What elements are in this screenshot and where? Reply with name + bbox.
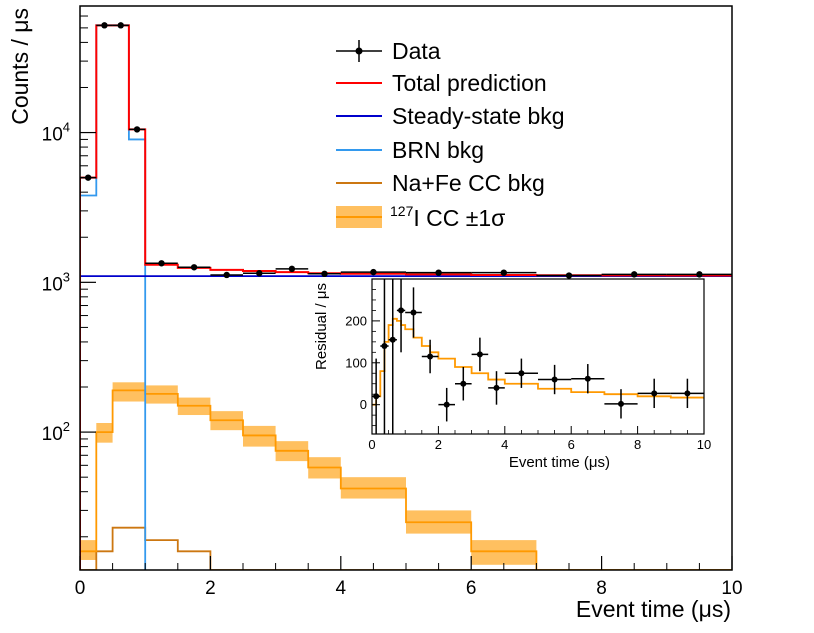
main-data-point <box>210 271 243 279</box>
iodine-series-line <box>80 389 732 570</box>
inset-x-tick-label: 10 <box>697 437 711 452</box>
inset-y-axis-title: Residual / μs <box>313 283 330 370</box>
inset-data-point <box>380 279 389 434</box>
inset-x-tick-label: 6 <box>568 437 575 452</box>
legend-entry-steady-state: Steady-state bkg <box>336 103 565 129</box>
main-data-point <box>96 22 113 29</box>
main-x-tick-label: 4 <box>336 578 347 599</box>
legend-label-iodine-cc: 127I CC ±1σ <box>390 203 505 231</box>
main-y-tick-label: 102 <box>42 419 70 445</box>
main-y-axis-title: Counts / μs <box>7 8 33 125</box>
inset-data-points <box>372 279 704 434</box>
main-y-tick-label: 104 <box>42 120 70 146</box>
main-data-point <box>536 272 602 279</box>
main-data-point <box>128 126 146 133</box>
legend-label-iodine-main: I CC ±1σ <box>413 205 505 231</box>
main-x-tick-label: 6 <box>466 578 477 599</box>
main-data-point <box>275 265 309 273</box>
inset-data-point <box>637 378 671 409</box>
main-x-tick-label: 2 <box>205 578 216 599</box>
main-data-point <box>471 269 537 276</box>
inset-x-tick-label: 4 <box>501 437 508 452</box>
inset-y-ticks: 0 100 200 <box>345 289 380 427</box>
main-y-ticks: 102 103 104 <box>42 5 96 538</box>
inset-data-point <box>670 378 704 409</box>
legend-entry-total-prediction: Total prediction <box>336 70 547 96</box>
inset-y-tick-label: 200 <box>345 313 367 328</box>
main-data-point <box>243 270 276 277</box>
legend-entry-nafe: Na+Fe CC bkg <box>336 170 545 196</box>
inset-x-tick-label: 8 <box>634 437 641 452</box>
inset-data-point <box>571 364 605 394</box>
main-x-tick-label: 10 <box>721 578 742 599</box>
main-data-point <box>666 271 732 278</box>
inset-y-tick-label: 0 <box>360 397 367 412</box>
inset-data-point <box>372 358 381 434</box>
inset-data-point <box>504 358 538 388</box>
inset-data-point <box>421 339 439 374</box>
inset-data-point <box>604 389 638 419</box>
legend-entry-brn: BRN bkg <box>336 137 484 163</box>
inset-x-tick-label: 2 <box>435 437 442 452</box>
inset-data-point <box>471 337 489 372</box>
main-y-tick-label: 103 <box>42 269 70 295</box>
inset-x-axis-title: Event time (μs) <box>509 454 610 471</box>
legend-label-brn: BRN bkg <box>392 137 484 163</box>
inset-data-point <box>455 366 472 401</box>
main-x-axis-title: Event time (μs) <box>576 596 731 622</box>
main-data-point <box>601 271 667 278</box>
legend-label-steady-state: Steady-state bkg <box>392 103 565 129</box>
iodine-band-bin <box>80 540 97 560</box>
main-data-point <box>177 264 211 271</box>
inset-y-tick-label: 100 <box>345 355 367 370</box>
main-data-point <box>340 268 406 276</box>
main-data-point <box>112 22 129 29</box>
inset-data-point <box>538 364 572 395</box>
inset-x-tick-label: 0 <box>368 437 375 452</box>
main-x-tick-label: 0 <box>75 578 86 599</box>
inset-x-ticks: 0 2 4 6 8 10 <box>368 426 711 452</box>
main-x-tick-label: 8 <box>596 578 607 599</box>
inset-data-point <box>396 279 406 353</box>
inset-plot: 0 2 4 6 8 10 0 100 200 Event time (μs) Residual… <box>313 278 711 471</box>
inset-data-point <box>388 279 397 434</box>
inset-data-point <box>405 287 422 338</box>
legend-label-iodine-sup: 127 <box>390 203 414 219</box>
main-data-point <box>308 270 341 278</box>
iodine-band-bin <box>112 382 146 402</box>
legend-entry-data: Data <box>336 38 441 64</box>
legend-label-data: Data <box>392 38 441 64</box>
main-data-point <box>406 269 472 276</box>
main-data-points <box>80 22 732 279</box>
iodine-band-bin <box>471 540 537 565</box>
brn-series-line <box>80 24 147 570</box>
legend-entry-iodine-cc: 127I CC ±1σ <box>336 203 505 231</box>
legend-label-total-prediction: Total prediction <box>392 70 547 96</box>
legend: Data Total prediction Steady-state bkg B… <box>336 38 565 231</box>
inset-data-point <box>438 387 455 422</box>
main-x-ticks: 0 2 4 6 8 10 <box>75 556 743 599</box>
legend-label-nafe: Na+Fe CC bkg <box>392 170 545 196</box>
inset-data-point <box>488 371 505 405</box>
main-data-point <box>145 260 178 267</box>
